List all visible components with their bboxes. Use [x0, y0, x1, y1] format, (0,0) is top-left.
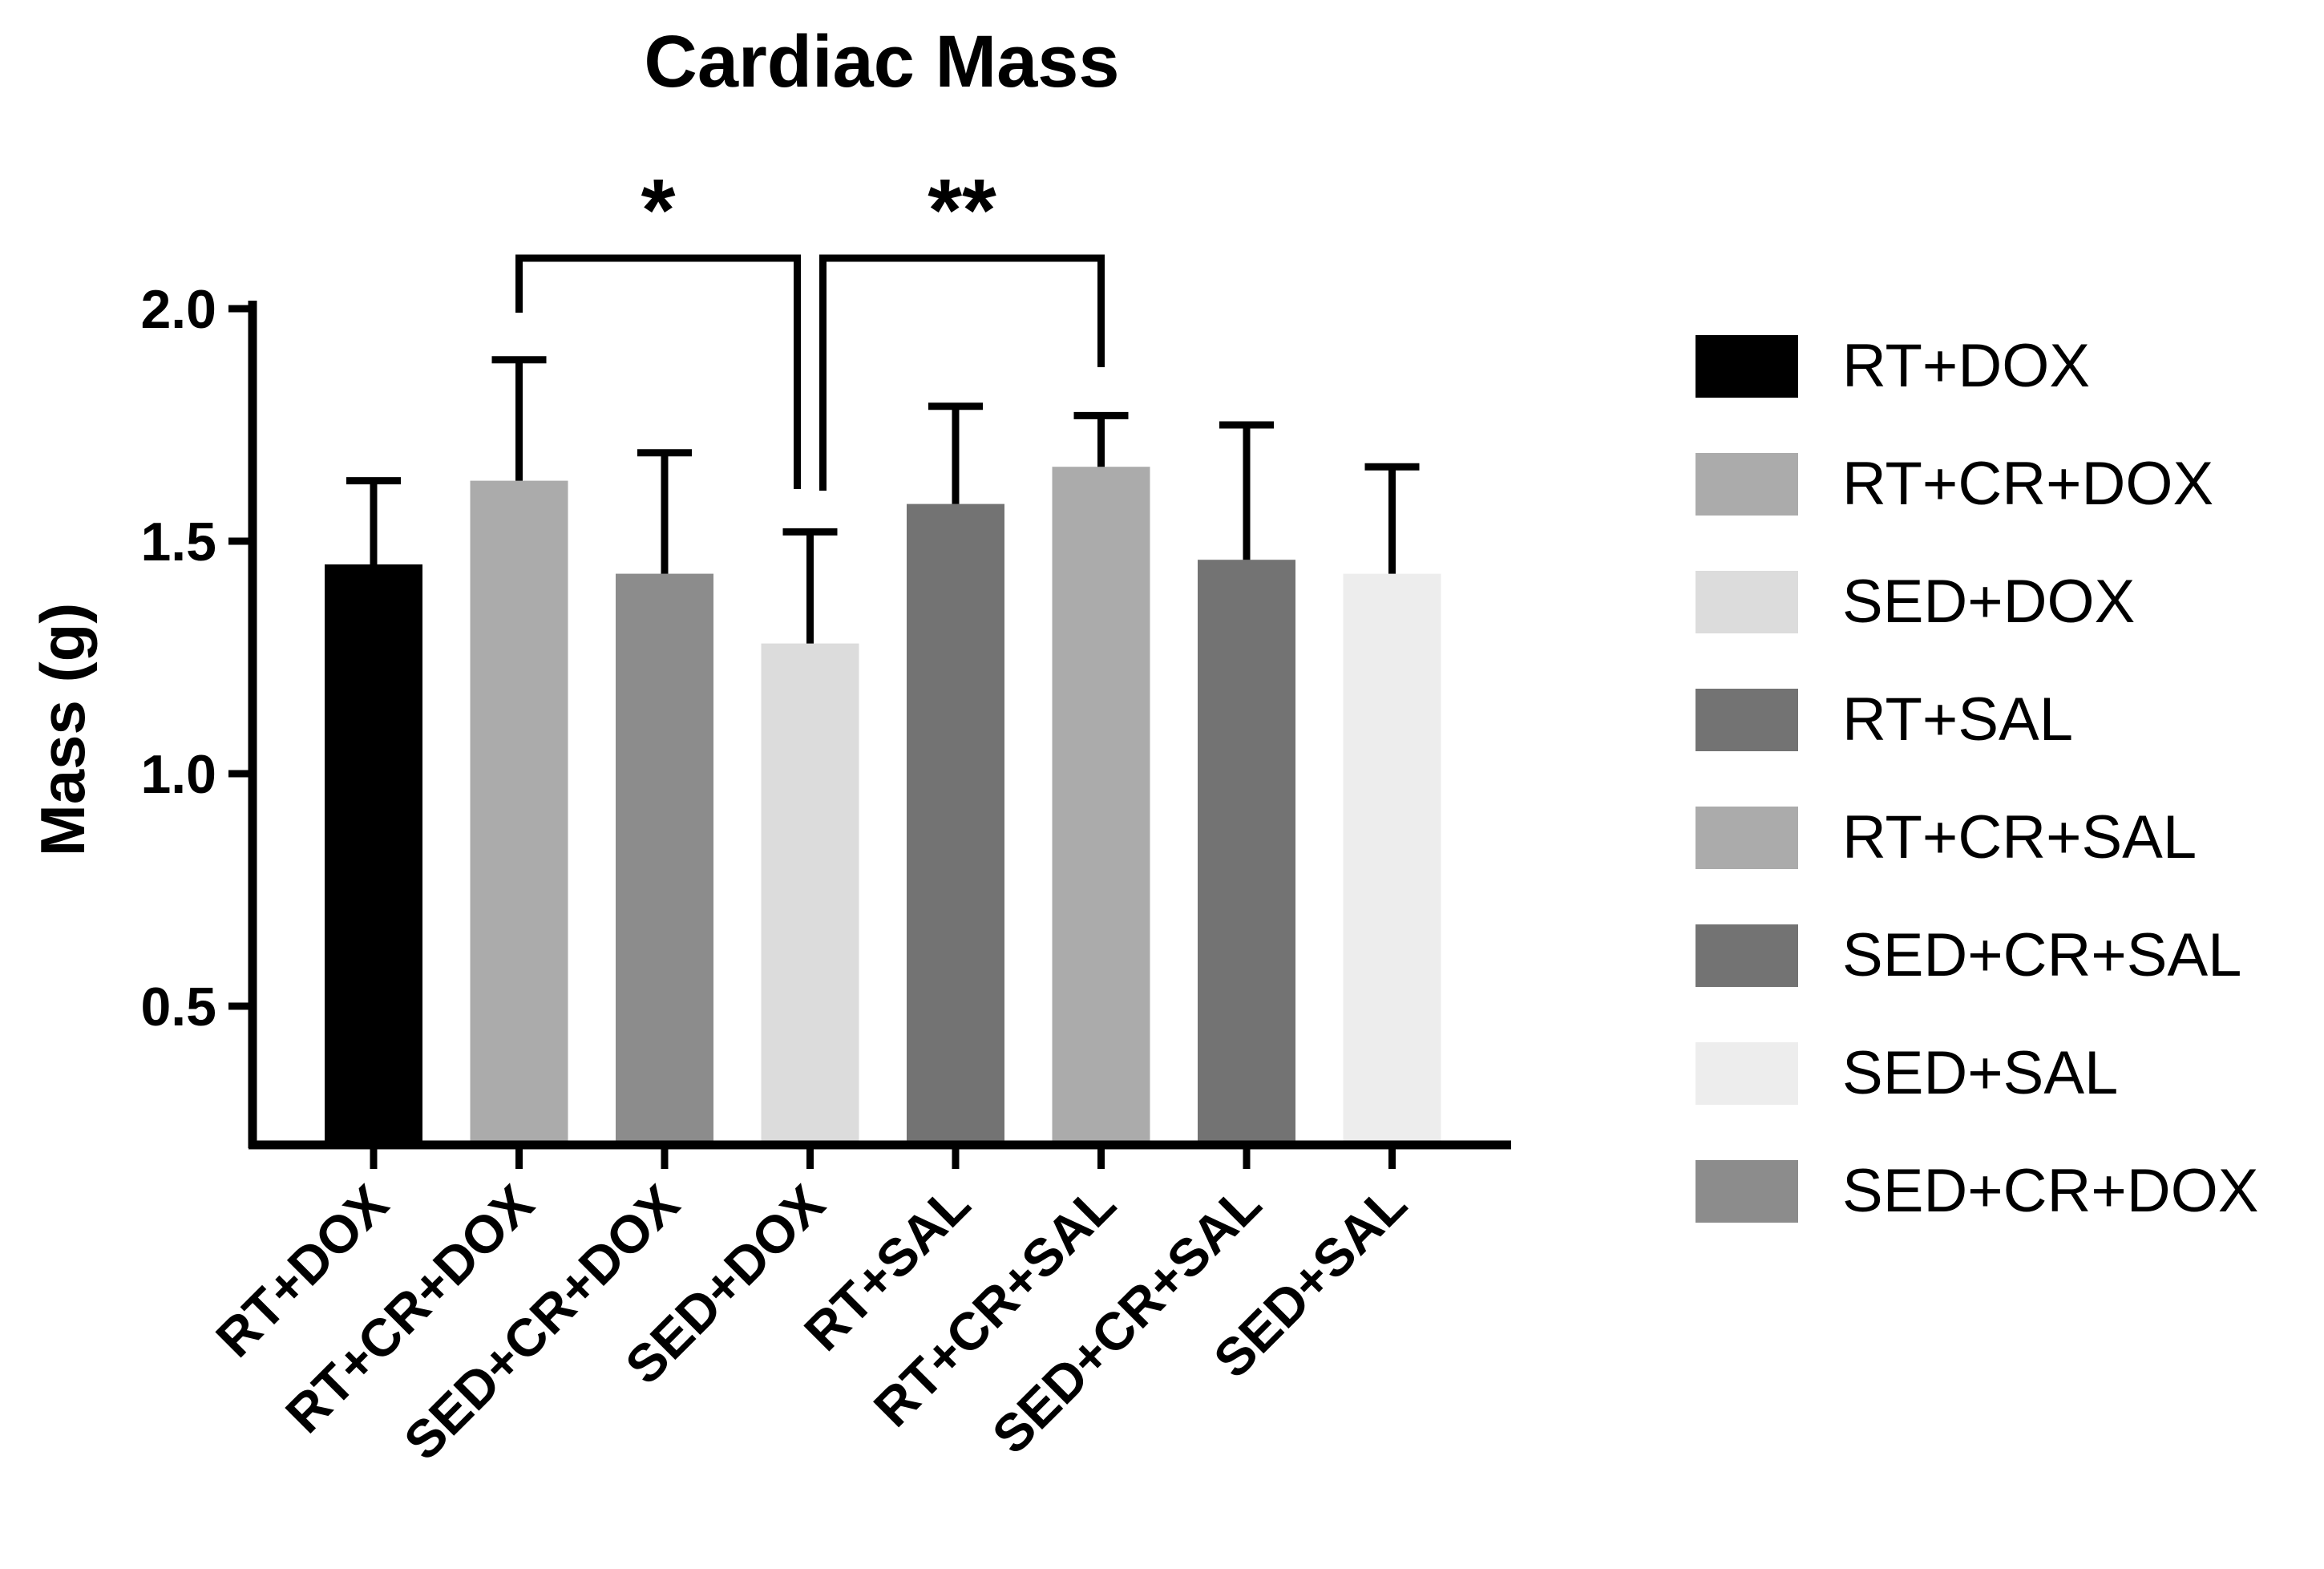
legend-entry-8: SED+CR+DOX — [1696, 1157, 2259, 1225]
legend-swatch-7 — [1696, 1042, 1798, 1105]
legend-swatch-1 — [1696, 335, 1798, 398]
legend-swatch-8 — [1696, 1160, 1798, 1223]
legend-label-7: SED+SAL — [1842, 1039, 2118, 1107]
plot-area — [325, 356, 1441, 1145]
x-tick-label-7: SED+CR+SAL — [980, 1174, 1272, 1466]
significance-bracket-2: ** — [819, 161, 1105, 491]
legend-label-4: RT+SAL — [1842, 685, 2073, 754]
y-axis: 0.5 1.0 1.5 2.0 — [140, 279, 257, 1148]
legend-label-5: RT+CR+SAL — [1842, 803, 2197, 871]
legend-entry-4: RT+SAL — [1696, 685, 2073, 754]
x-tick-label-2: RT+CR+DOX — [274, 1174, 545, 1445]
bar-rt-cr-sal — [1052, 467, 1150, 1145]
legend-entry-5: RT+CR+SAL — [1696, 803, 2197, 871]
legend-swatch-6 — [1696, 924, 1798, 987]
legend-swatch-2 — [1696, 453, 1798, 516]
bar-sed-sal — [1343, 573, 1441, 1145]
legend-swatch-3 — [1696, 571, 1798, 633]
bracket-line-2 — [819, 254, 1105, 491]
legend-entry-6: SED+CR+SAL — [1696, 921, 2241, 989]
legend-label-2: RT+CR+DOX — [1842, 450, 2213, 518]
significance-label-1: * — [641, 161, 676, 260]
significance-bracket-1: * — [515, 161, 801, 489]
legend-entry-7: SED+SAL — [1696, 1039, 2118, 1107]
bar-rt-dox — [325, 564, 422, 1145]
legend: RT+DOX RT+CR+DOX SED+DOX RT+SAL RT+CR+SAL SED… — [1696, 332, 2259, 1225]
significance-label-2: ** — [928, 161, 996, 260]
y-tick-label-2: 1.0 — [140, 744, 216, 805]
legend-swatch-4 — [1696, 689, 1798, 751]
y-tick-label-3: 1.5 — [140, 512, 216, 572]
y-tick-label-1: 0.5 — [140, 977, 216, 1037]
legend-entry-1: RT+DOX — [1696, 332, 2090, 400]
legend-swatch-5 — [1696, 807, 1798, 869]
legend-label-3: SED+DOX — [1842, 568, 2135, 636]
x-axis: RT+DOXRT+CR+DOXSED+CR+DOXSED+DOXRT+SALRT… — [204, 1140, 1511, 1471]
significance-brackets: * ** — [515, 161, 1105, 491]
y-axis-label: Mass (g) — [27, 603, 98, 856]
bar-rt-sal — [907, 503, 1004, 1145]
bar-sed-dox — [761, 643, 859, 1145]
legend-entry-2: RT+CR+DOX — [1696, 450, 2213, 518]
legend-entry-3: SED+DOX — [1696, 568, 2135, 636]
legend-label-1: RT+DOX — [1842, 332, 2090, 400]
legend-label-6: SED+CR+SAL — [1842, 921, 2241, 989]
chart-title: Cardiac Mass — [644, 21, 1119, 103]
bar-sed-cr-sal — [1198, 560, 1295, 1145]
bar-rt-cr-dox — [470, 480, 568, 1145]
legend-label-8: SED+CR+DOX — [1842, 1157, 2259, 1225]
bracket-line-1 — [515, 254, 801, 489]
bar-sed-cr-dox — [616, 573, 713, 1145]
y-tick-label-4: 2.0 — [140, 279, 216, 340]
